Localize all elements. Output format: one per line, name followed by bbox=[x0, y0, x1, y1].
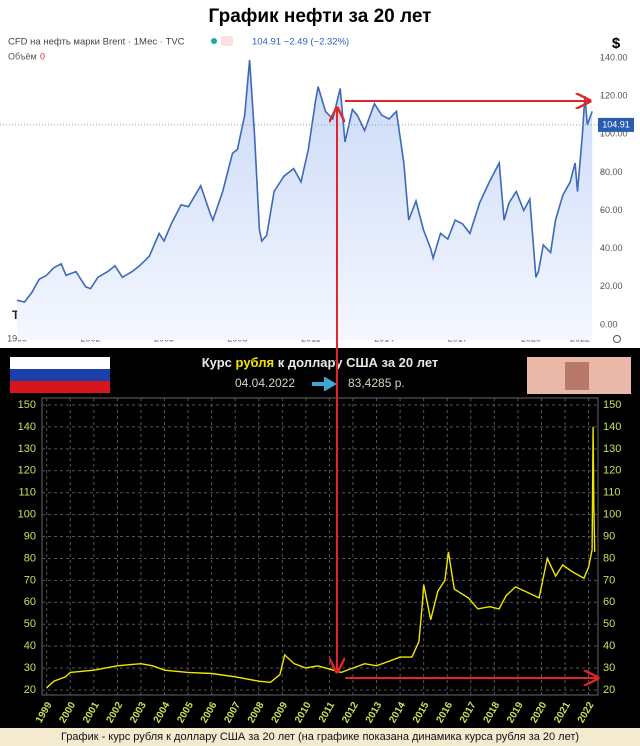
status-icon bbox=[211, 38, 217, 44]
status-icon bbox=[221, 36, 233, 46]
last-value-box bbox=[598, 117, 634, 132]
y-tick-label: 120.00 bbox=[600, 91, 628, 101]
y-tick-label: 40 bbox=[24, 640, 36, 652]
y2-tick-label: 50 bbox=[603, 618, 615, 630]
plot-border bbox=[41, 397, 599, 696]
symbol: CFD на нефть марки Brent · 1Мес · TVC bbox=[8, 37, 185, 48]
currency: $ bbox=[612, 35, 621, 52]
y2-tick-label: 60 bbox=[603, 596, 615, 608]
y-tick-label: 20 bbox=[24, 684, 36, 696]
y2-tick-label: 130 bbox=[603, 443, 621, 455]
y2-tick-label: 110 bbox=[603, 487, 621, 499]
y-tick-label: 0.00 bbox=[600, 319, 618, 329]
y2-tick-label: 100 bbox=[603, 509, 621, 521]
y-tick-label: 150 bbox=[18, 399, 36, 411]
y2-tick-label: 150 bbox=[603, 399, 621, 411]
flag bbox=[10, 381, 110, 393]
line bbox=[16, 59, 593, 304]
y-tick-label: 100 bbox=[18, 509, 36, 521]
title-part: рубля bbox=[236, 355, 275, 370]
volume-label: Объём bbox=[8, 51, 37, 61]
y2-tick-label: 30 bbox=[603, 662, 615, 674]
ruble-panel bbox=[0, 348, 640, 728]
y-tick-label: 60 bbox=[24, 596, 36, 608]
banknote bbox=[565, 362, 589, 390]
y-tick-label: 20.00 bbox=[600, 281, 623, 291]
y2-tick-label: 120 bbox=[603, 465, 621, 477]
area bbox=[17, 59, 593, 341]
y-tick-label: 140.00 bbox=[600, 52, 628, 62]
y2-tick-label: 140 bbox=[603, 421, 621, 433]
date: 04.04.2022 bbox=[235, 376, 295, 390]
y2-tick-label: 80 bbox=[603, 552, 615, 564]
y-tick-label: 120 bbox=[18, 465, 36, 477]
y2-tick-label: 90 bbox=[603, 530, 615, 542]
flag bbox=[10, 369, 110, 381]
y2-tick-label: 40 bbox=[603, 640, 615, 652]
y-tick-label: 30 bbox=[24, 662, 36, 674]
flag bbox=[10, 357, 110, 369]
quote: 104.91 −2.49 (−2.32%) bbox=[252, 37, 349, 48]
y-tick-label: 110 bbox=[18, 487, 36, 499]
y-tick-label: 70 bbox=[24, 574, 36, 586]
settings-icon[interactable] bbox=[613, 335, 621, 343]
last-value-label: 104.91 bbox=[602, 119, 630, 129]
y2-tick-label: 20 bbox=[603, 684, 615, 696]
y2-tick-label: 70 bbox=[603, 574, 615, 586]
title-part: Курс bbox=[202, 355, 232, 370]
y-tick-label: 80 bbox=[24, 552, 36, 564]
y-tick-label: 100.00 bbox=[600, 129, 628, 139]
caption-bar bbox=[0, 728, 640, 746]
volume: 0 bbox=[40, 51, 45, 61]
rate: 83,4285 р. bbox=[348, 376, 405, 390]
annotation-arrows bbox=[337, 101, 598, 678]
y-tick-label: 130 bbox=[18, 443, 36, 455]
caption: График - курс рубля к доллару США за 20 … bbox=[61, 731, 579, 743]
line bbox=[46, 426, 596, 689]
y-tick-label: 50 bbox=[24, 618, 36, 630]
ruble-title: Курс рубля к доллару США за 20 лет bbox=[202, 355, 439, 370]
page-title: График нефти за 20 лет bbox=[209, 6, 432, 27]
oil-chart: CFD на нефть марки Brent · 1Мес · TVC 10… bbox=[0, 35, 634, 343]
y-tick-label: 60.00 bbox=[600, 205, 623, 215]
y-tick-label: 140 bbox=[18, 421, 36, 433]
y-tick-label: 40.00 bbox=[600, 243, 623, 253]
title-part: к доллару США за 20 лет bbox=[278, 355, 439, 370]
y-tick-label: 80.00 bbox=[600, 167, 623, 177]
y-tick-label: 90 bbox=[24, 530, 36, 542]
